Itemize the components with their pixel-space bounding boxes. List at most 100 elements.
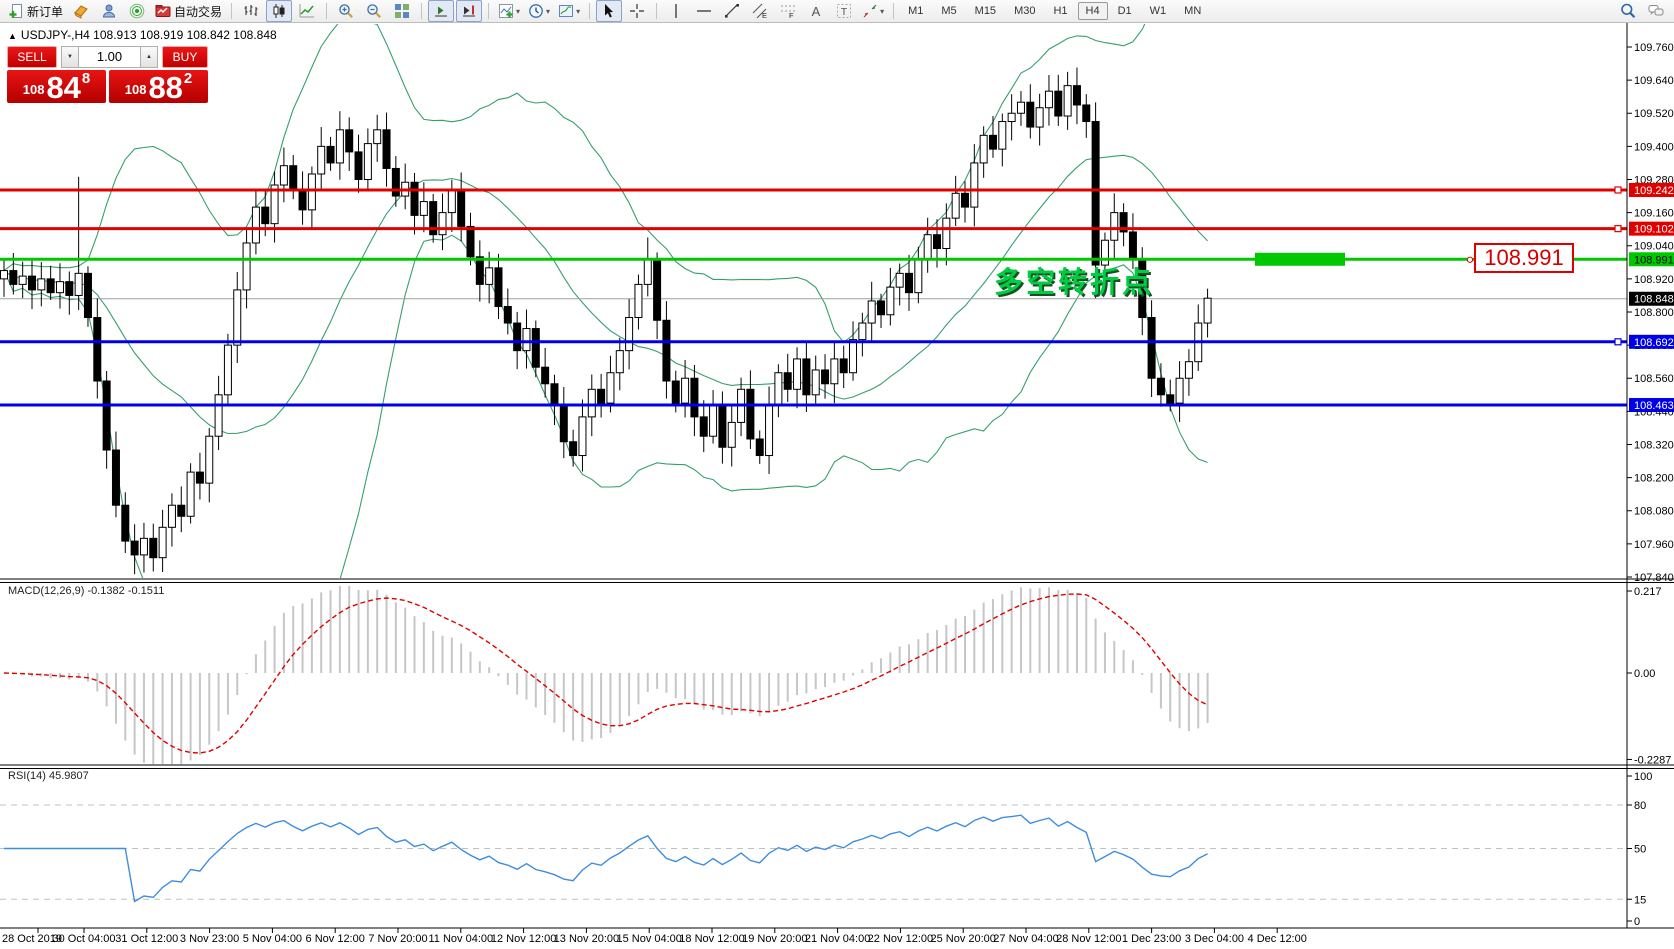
profile-button[interactable]: [96, 0, 122, 22]
volume-increase-button[interactable]: ▲: [140, 46, 158, 68]
chart-shift-button[interactable]: [456, 0, 483, 22]
search-button[interactable]: [1615, 0, 1641, 22]
auto-trading-button[interactable]: 自动交易: [152, 0, 225, 22]
buy-price-button[interactable]: 108 88 2: [109, 70, 208, 103]
dropdown-arrow-icon[interactable]: ▾: [546, 6, 551, 16]
svg-text:108.848: 108.848: [1634, 294, 1674, 306]
timeframe-h4-button[interactable]: H4: [1077, 2, 1108, 20]
indicators-button[interactable]: ▾: [495, 0, 523, 22]
timeframe-m1-button[interactable]: M1: [908, 5, 924, 17]
line-handle[interactable]: [1614, 338, 1622, 346]
svg-text:109.242: 109.242: [1634, 185, 1674, 197]
green-rectangle-object[interactable]: [1255, 252, 1345, 266]
svg-text:6 Nov 12:00: 6 Nov 12:00: [306, 933, 365, 945]
candlestick-series: [0, 67, 1212, 575]
textT-icon: T: [837, 4, 852, 18]
svg-text:109.040: 109.040: [1634, 241, 1674, 253]
new-order-button[interactable]: 新订单: [5, 0, 66, 22]
svg-text:21 Nov 04:00: 21 Nov 04:00: [805, 933, 870, 945]
vline-icon: [675, 4, 677, 18]
svg-text:3 Nov 23:00: 3 Nov 23:00: [180, 933, 239, 945]
volume-stepper: ▼ 1.00 ▲: [61, 46, 158, 68]
svg-text:0.217: 0.217: [1634, 586, 1662, 598]
timeframe-h1-button[interactable]: H1: [1053, 5, 1068, 17]
timeframe-d1-button[interactable]: D1: [1117, 5, 1132, 17]
main-price-pane: [0, 24, 1627, 578]
timeframe-m5-button[interactable]: M5: [941, 5, 957, 17]
timeframe-mn-button[interactable]: MN: [1184, 5, 1202, 17]
candlestick-chart-button[interactable]: [266, 0, 293, 22]
trend-icon: [725, 4, 740, 18]
bars-icon: [244, 5, 258, 16]
dropdown-arrow-icon[interactable]: ▾: [576, 6, 581, 16]
channel-button[interactable]: E: [747, 0, 773, 22]
sell-price-big: 84: [46, 70, 81, 105]
zoom-out-button[interactable]: [361, 0, 387, 22]
chat-button[interactable]: [1643, 0, 1669, 22]
svg-text:-0.2287: -0.2287: [1634, 754, 1671, 766]
templates-button[interactable]: ▾: [555, 0, 583, 22]
buy-button[interactable]: BUY: [162, 46, 208, 68]
periods-button[interactable]: ▾: [525, 0, 553, 22]
symbol-header[interactable]: ▲ USDJPY-,H4 108.913 108.919 108.842 108.…: [8, 28, 277, 42]
cursor-button[interactable]: [596, 0, 623, 22]
bar-chart-button[interactable]: [238, 0, 264, 22]
sell-price-button[interactable]: 108 84 8: [7, 70, 106, 103]
eraser-button[interactable]: [68, 0, 94, 22]
line-chart-button[interactable]: [294, 0, 320, 22]
price-callout-box[interactable]: 108.991: [1474, 243, 1574, 273]
svg-text:108.991: 108.991: [1634, 254, 1674, 266]
line-handle[interactable]: [1614, 225, 1622, 233]
svg-text:108.080: 108.080: [1634, 506, 1674, 518]
buy-price-prefix: 108: [124, 82, 147, 97]
callout-anchor-dot: [1466, 256, 1474, 263]
volume-input[interactable]: 1.00: [79, 46, 140, 68]
chinese-annotation[interactable]: 多空转折点: [994, 265, 1155, 299]
fibonacci-button[interactable]: F: [775, 0, 801, 22]
price-axis: 109.760109.640109.520109.400109.280109.1…: [1627, 42, 1674, 928]
collapse-triangle-icon[interactable]: ▲: [8, 31, 17, 41]
auto-scroll-button[interactable]: [428, 0, 455, 22]
svg-text:13 Nov 20:00: 13 Nov 20:00: [554, 933, 619, 945]
line-handle[interactable]: [1614, 186, 1622, 194]
text-button[interactable]: A: [803, 0, 829, 22]
timeframe-m15-button[interactable]: M15: [974, 5, 997, 17]
crosshair-button[interactable]: [624, 0, 650, 22]
svg-text:28 Oct 2019: 28 Oct 2019: [2, 933, 62, 945]
dropdown-arrow-icon[interactable]: ▾: [516, 6, 521, 16]
arrows-button[interactable]: ▾: [859, 0, 887, 22]
svg-text:T: T: [841, 6, 848, 18]
timeframe-m30-button[interactable]: M30: [1014, 5, 1036, 17]
svg-text:50: 50: [1634, 844, 1646, 856]
timeframe-w1-button[interactable]: W1: [1149, 5, 1167, 17]
chat-icon: [1648, 5, 1664, 16]
trendline-button[interactable]: [719, 0, 745, 22]
svg-text:109.102: 109.102: [1634, 224, 1674, 236]
tile-windows-button[interactable]: [389, 0, 415, 22]
signal-button[interactable]: [124, 0, 150, 22]
buy-price-sup: 2: [183, 70, 193, 87]
clock-icon: [529, 4, 543, 18]
svg-text:108.463: 108.463: [1634, 400, 1674, 412]
volume-decrease-button[interactable]: ▼: [61, 46, 79, 68]
dropdown-arrow-icon[interactable]: ▾: [880, 6, 885, 16]
svg-text:5 Nov 04:00: 5 Nov 04:00: [243, 933, 302, 945]
vertical-line-button[interactable]: [663, 0, 689, 22]
svg-text:109.640: 109.640: [1634, 75, 1674, 87]
svg-text:108.200: 108.200: [1634, 473, 1674, 485]
bollinger-band-u: [3, 24, 1146, 344]
svg-text:E: E: [762, 11, 767, 19]
doc-plus-icon: [9, 4, 22, 18]
sell-price-prefix: 108: [22, 82, 45, 97]
svg-text:0: 0: [1634, 916, 1640, 928]
zoom-in-button[interactable]: [333, 0, 359, 22]
sell-price-sup: 8: [81, 70, 91, 87]
svg-text:A: A: [812, 4, 821, 19]
arrows-icon: [863, 4, 877, 18]
label-button[interactable]: T: [831, 0, 857, 22]
profile-icon: [103, 4, 116, 18]
svg-text:108.692: 108.692: [1634, 337, 1674, 349]
sell-button[interactable]: SELL: [7, 46, 57, 68]
horizontal-line-button[interactable]: [691, 0, 717, 22]
